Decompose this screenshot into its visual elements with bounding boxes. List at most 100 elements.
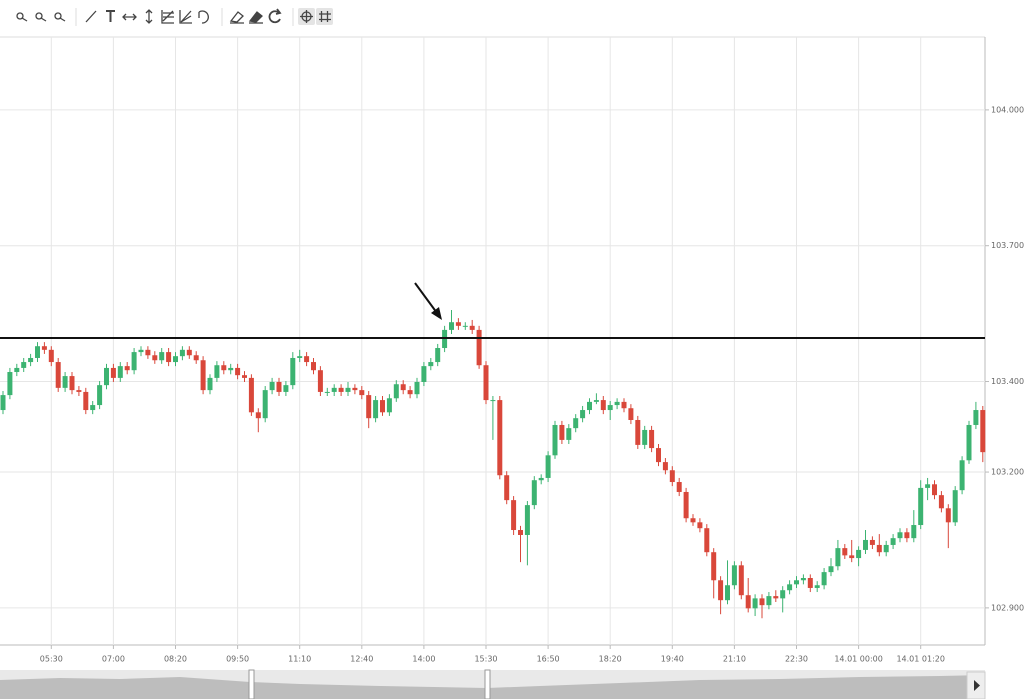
toolbar (0, 0, 1024, 34)
candle-body (235, 367, 241, 376)
candle-body (911, 525, 917, 539)
candle-body (435, 348, 441, 363)
grid-tool-bg[interactable] (316, 8, 333, 25)
candle-body (345, 387, 351, 392)
crosshair-tool[interactable] (300, 10, 313, 23)
candle-body (890, 538, 896, 545)
candle-body (621, 401, 627, 409)
x-tick-label: 21:10 (723, 655, 746, 664)
arc-tool[interactable] (198, 10, 209, 24)
candle-body (807, 577, 813, 588)
candle-body (386, 398, 392, 413)
x-tick-label: 08:20 (164, 655, 187, 664)
candle-body (773, 596, 779, 599)
x-tick-label: 19:40 (661, 655, 684, 664)
candle-body (228, 367, 234, 371)
candle-body (276, 381, 282, 392)
x-tick-label: 07:00 (102, 655, 125, 664)
eraser-tool[interactable] (229, 11, 244, 24)
candle-body (55, 362, 61, 388)
candle-body (897, 532, 903, 539)
clear-tool[interactable] (248, 11, 263, 24)
candle-body (393, 384, 399, 399)
candle-body (166, 352, 172, 363)
x-tick-label: 09:50 (226, 655, 249, 664)
y-tick-label: 103.200 (991, 468, 1024, 477)
y-tick-label: 103.700 (991, 241, 1024, 250)
trend-line-tool[interactable] (85, 10, 97, 23)
candle-body (828, 566, 834, 573)
candle-body (359, 390, 365, 396)
horizontal-measure-tool[interactable] (122, 13, 137, 21)
candle-body (297, 356, 303, 358)
candle-body (787, 584, 793, 591)
candle-body (48, 349, 54, 363)
candle-body (366, 395, 372, 419)
navigator-handle[interactable] (248, 669, 255, 699)
candle-body (304, 356, 310, 363)
candle-body (738, 565, 744, 596)
candle-body (242, 375, 247, 378)
candle-body (842, 548, 848, 556)
candle-body (552, 424, 558, 456)
candle-body (794, 580, 799, 585)
x-tick-label: 15:30 (474, 655, 497, 664)
candle-body (262, 390, 268, 419)
candle-body (918, 487, 924, 526)
candle-body (538, 477, 544, 481)
toolbar-bg (0, 0, 1024, 34)
candle-body (683, 491, 689, 519)
candle-body (117, 366, 123, 378)
annotation-arrow (414, 282, 442, 320)
candle-body (883, 544, 889, 553)
candle-body (311, 362, 316, 371)
candle-body (697, 522, 703, 529)
candle-body (104, 367, 109, 386)
candle-body (373, 400, 379, 419)
candle-body (580, 410, 586, 419)
candle-body (780, 590, 786, 599)
candle-body (704, 528, 710, 553)
candle-body (800, 577, 806, 581)
fib-tool[interactable] (161, 10, 174, 24)
candle-body (152, 355, 158, 361)
candle-body (614, 401, 620, 406)
x-tick-label: 22:30 (785, 655, 808, 664)
navigator-handle[interactable] (484, 669, 491, 699)
candle-body (283, 385, 289, 392)
candle-body (835, 548, 841, 567)
candle-body (876, 544, 882, 553)
candle-body (462, 325, 468, 327)
candle-body (952, 490, 958, 523)
grid (0, 37, 989, 649)
candle-body (407, 390, 413, 395)
candle-body (248, 377, 254, 413)
candle-body (428, 362, 434, 367)
zoom-in-tool[interactable] (16, 12, 28, 22)
candles (0, 309, 986, 619)
candle-body (324, 391, 330, 393)
candle-body (455, 322, 461, 326)
candle-body (317, 370, 323, 392)
fan-tool[interactable] (179, 10, 192, 24)
candle-body (469, 325, 475, 330)
text-tool[interactable] (106, 10, 115, 22)
candle-body (0, 395, 6, 411)
zoom-reset-tool[interactable] (54, 12, 66, 22)
candle-body (269, 381, 275, 391)
candle-body (662, 462, 668, 471)
y-tick-label: 104.000 (991, 105, 1024, 114)
zoom-out-tool[interactable] (35, 12, 47, 22)
candle-body (476, 329, 482, 366)
candle-body (559, 424, 565, 440)
grid-tool[interactable] (319, 11, 331, 22)
candle-body (173, 356, 178, 363)
candle-body (449, 322, 454, 330)
candle-body (62, 376, 68, 388)
vertical-measure-tool[interactable] (145, 9, 153, 24)
candle-body (69, 376, 75, 391)
candle-body (290, 357, 296, 386)
x-tick-label: 14:00 (412, 655, 435, 664)
refresh-tool[interactable] (268, 8, 282, 24)
